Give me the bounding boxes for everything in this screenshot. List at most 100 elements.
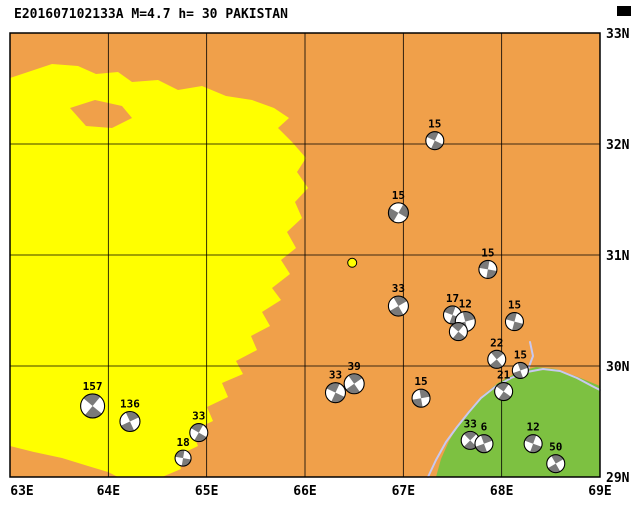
beachball-outline: [343, 373, 365, 395]
beachball-outline: [487, 349, 507, 369]
depth-label: 33: [192, 410, 205, 423]
depth-label: 18: [176, 436, 189, 449]
beachball-quadrants: [120, 411, 140, 432]
beachball-outline: [387, 295, 409, 317]
beachball-event: 39: [343, 360, 365, 395]
beachball-event: 33: [324, 369, 347, 404]
depth-label: 157: [83, 380, 103, 393]
y-axis-tick-label: 32N: [606, 138, 630, 153]
depth-label: 15: [481, 246, 494, 259]
beachball-event: 15: [511, 348, 529, 379]
corner-mark: [617, 6, 631, 16]
beachball-event: 15: [411, 375, 431, 408]
terrain-orange-corner: [10, 446, 118, 477]
depth-label: 15: [514, 348, 527, 361]
y-axis-tick-label: 31N: [606, 249, 630, 264]
beachball-outline: [324, 382, 347, 404]
beachball-outline: [504, 312, 525, 332]
terrain-low-yellow: [10, 64, 308, 477]
beachball-outline: [523, 434, 543, 454]
beachball-outline: [174, 449, 192, 467]
y-axis-tick-label: 33N: [606, 27, 630, 42]
beachball-quadrants: [345, 373, 363, 394]
map-border: [9, 32, 601, 478]
depth-label: 17: [446, 292, 459, 305]
epicenter-dot: [347, 257, 358, 268]
grid-lines: [10, 33, 600, 477]
depth-label: 6: [481, 421, 488, 434]
beachball-quadrants: [191, 423, 207, 442]
depth-label: 15: [392, 189, 405, 202]
y-axis-tick-label: 29N: [606, 471, 630, 486]
depth-label: 50: [549, 441, 562, 454]
beachball-quadrants: [475, 434, 493, 453]
beachball-quadrants: [547, 454, 564, 473]
beachball-event: 33: [189, 410, 209, 443]
beachball-quadrants: [479, 260, 497, 279]
beachball-outline: [80, 393, 106, 419]
beachball-outline: [474, 434, 494, 454]
beachball-quadrants: [175, 450, 191, 467]
beachball-event: 12: [523, 421, 543, 454]
beachball-quadrants: [426, 131, 443, 150]
beachball-quadrants: [524, 434, 542, 453]
beachball-event: 33: [387, 282, 409, 317]
depth-label: 12: [527, 421, 540, 434]
depth-label: 33: [329, 369, 342, 382]
beachball-outline: [119, 410, 141, 433]
x-axis-tick-label: 65E: [195, 484, 218, 499]
depth-label: 15: [428, 118, 441, 131]
beachball-outline: [425, 131, 445, 151]
beachball-event: [448, 322, 468, 342]
beachball-quadrants: [389, 296, 408, 317]
x-axis-tick-label: 69E: [588, 484, 611, 499]
beachball-quadrants: [505, 312, 524, 331]
beachball-quadrants: [388, 204, 409, 222]
beachball-event: 15: [425, 118, 445, 151]
beachball-quadrants: [489, 350, 504, 369]
x-axis-tick-label: 64E: [97, 484, 120, 499]
beachball-event: 21: [494, 369, 514, 402]
beachball-outline: [478, 259, 498, 279]
beachball-quadrants: [326, 382, 345, 403]
x-axis-tick-label: 67E: [392, 484, 415, 499]
x-axis-tick-label: 63E: [10, 484, 33, 499]
beachball-outline: [494, 381, 514, 402]
beachball-outline: [448, 322, 468, 342]
beachball-event: 157: [80, 380, 106, 419]
depth-label: 15: [508, 299, 521, 312]
depth-label: 21: [497, 369, 511, 382]
x-axis-tick-label: 68E: [490, 484, 513, 499]
beachball-event: 15: [504, 299, 525, 332]
terrain-orange-island: [70, 100, 132, 128]
beachball-event: 50: [546, 441, 566, 474]
x-axis-tick-label: 66E: [293, 484, 316, 499]
depth-label: 22: [490, 336, 503, 349]
beachball-outline: [511, 361, 529, 379]
depth-label: 136: [120, 398, 140, 411]
beachball-event: 22: [487, 336, 507, 369]
depth-label: 39: [348, 360, 361, 373]
beachball-quadrants: [463, 431, 477, 450]
beachball-event: 18: [174, 436, 192, 467]
admin-border-spur: [526, 341, 535, 373]
beachball-event: 6: [474, 421, 494, 454]
beachball-outline: [387, 202, 409, 224]
beachball-outline: [189, 423, 209, 443]
axis-tick-labels: 63E 64E 65E 66E 67E 68E 69E 33N 32N 31N 30N 29N: [10, 27, 629, 499]
beachball-outline: [546, 454, 566, 474]
depth-label: 33: [392, 282, 405, 295]
depth-label: 15: [414, 375, 427, 388]
depth-label: 33: [464, 417, 477, 430]
beachball-event: 15: [478, 246, 498, 279]
beachball-event: 15: [387, 189, 409, 224]
plot-title: E201607102133A M=4.7 h= 30 PAKISTAN: [14, 7, 288, 22]
beachball-quadrants: [512, 362, 528, 379]
beachball-outline: [411, 388, 431, 408]
y-axis-tick-label: 30N: [606, 360, 630, 375]
beachball-event: 136: [119, 398, 141, 433]
depth-label: 12: [459, 298, 472, 311]
